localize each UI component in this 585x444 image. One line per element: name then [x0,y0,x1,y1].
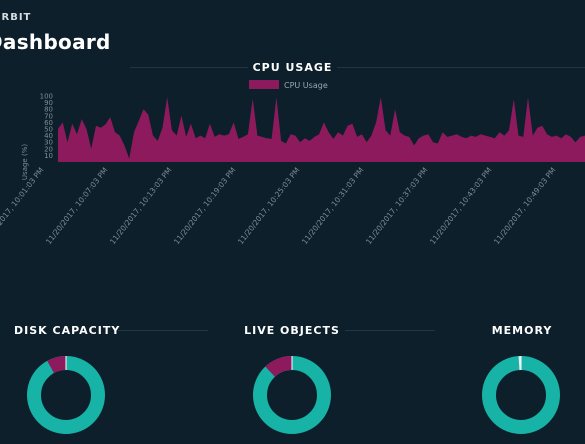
live-objects-donut [253,356,331,434]
memory-title: MEMORY [491,324,553,337]
cpu-usage-chart: CPU Usage Usage (%) 10203040506070809010… [0,80,585,246]
donut-free-segment [27,356,105,434]
y-tick-label: 100 [40,93,53,101]
page-title: Dashboard [0,30,111,54]
y-tick-label: 40 [44,132,53,140]
x-tick-label: 11/20/2017, 10:31:03 PM [300,166,366,246]
bottom-divider-2 [345,330,435,331]
brand-name: ORBIT [0,12,32,23]
donut-free-segment [253,356,331,434]
live-objects-title: LIVE OBJECTS [244,324,340,337]
bottom-divider-1 [118,330,208,331]
cpu-usage-area [58,97,585,162]
x-tick-label: 11/20/2017, 10:13:03 PM [108,166,174,246]
x-tick-label: 11/20/2017, 10:07:03 PM [44,166,110,246]
legend-label: CPU Usage [284,81,328,90]
x-tick-label: 11/20/2017, 10:49:03 PM [492,166,558,246]
x-tick-label: 11/20/2017, 10:19:03 PM [172,166,238,246]
cpu-divider-left [130,67,248,68]
x-tick-label: 11/20/2017, 10:43:03 PM [428,166,494,246]
y-tick-label: 80 [44,106,53,114]
donut-used-segment [482,356,560,434]
y-tick-label: 70 [44,112,53,120]
y-axis-label: Usage (%) [21,144,29,180]
donut-used-segment [27,356,105,434]
y-tick-label: 30 [44,139,53,147]
y-tick-label: 10 [44,152,53,160]
memory-donut [482,356,560,434]
x-tick-label: 11/20/2017, 10:25:03 PM [236,166,302,246]
donut-free-segment [482,356,560,434]
cpu-divider-right [337,67,585,68]
y-tick-label: 90 [44,99,53,107]
y-tick-label: 60 [44,119,53,127]
disk-capacity-donut [27,356,105,434]
cpu-usage-title: CPU USAGE [252,61,333,74]
x-tick-label: 11/20/2017, 10:37:03 PM [364,166,430,246]
legend-swatch [249,80,279,89]
y-tick-label: 50 [44,126,53,134]
y-tick-label: 20 [44,145,53,153]
disk-capacity-title: DISK CAPACITY [14,324,121,337]
